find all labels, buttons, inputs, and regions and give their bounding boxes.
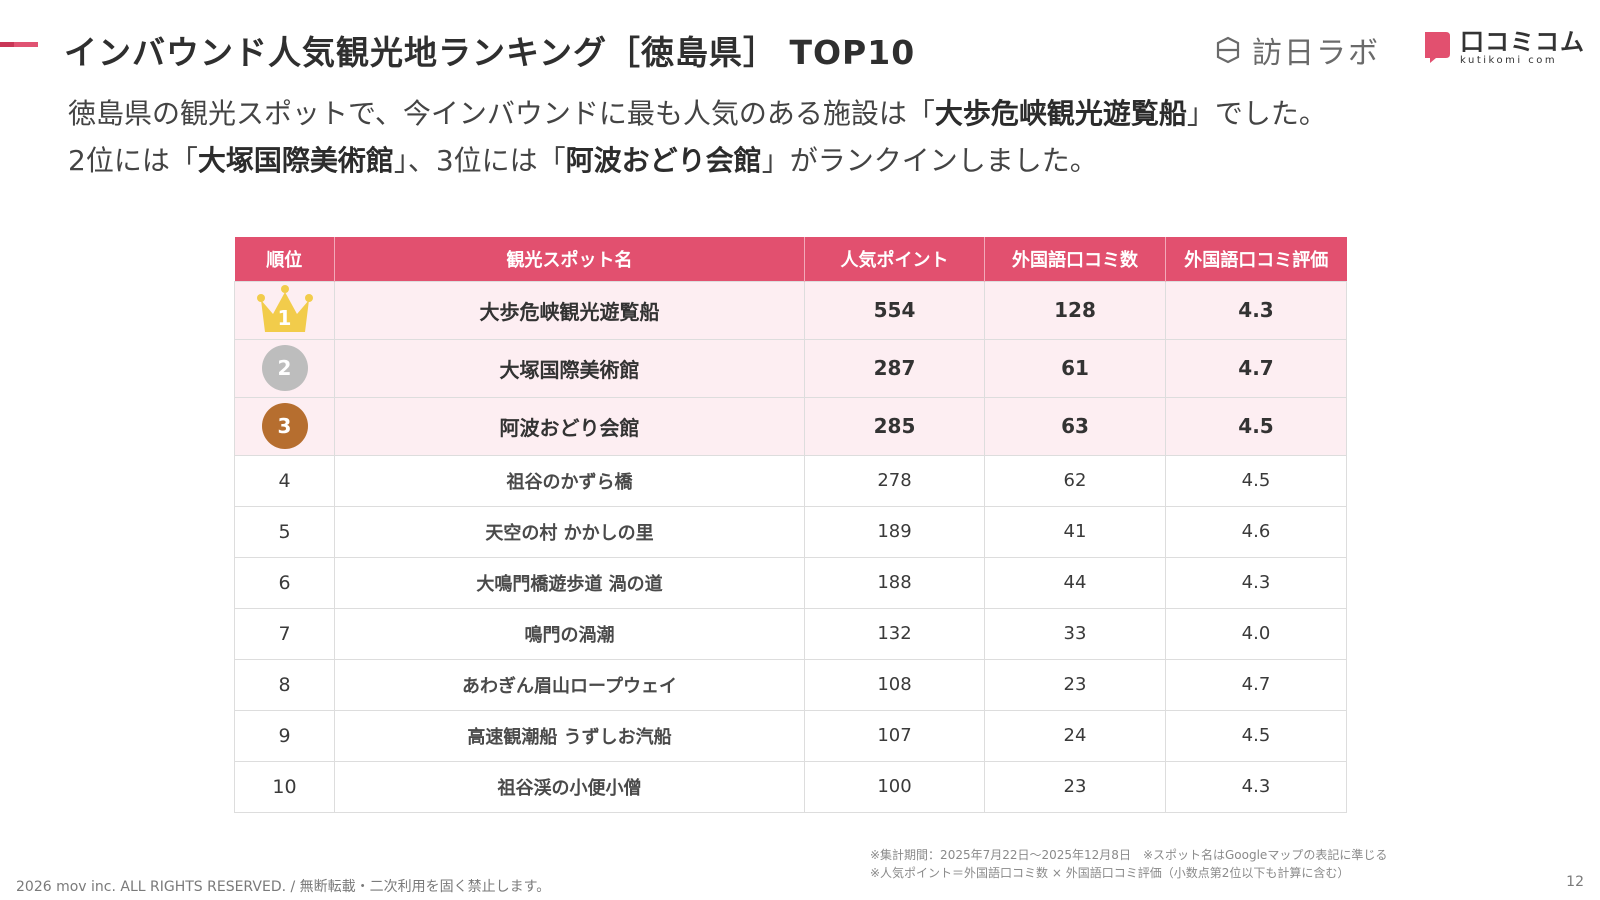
table-row: 4 祖谷のかずら橋 278 62 4.5	[234, 454, 1347, 507]
header-review-rating: 外国語口コミ評価	[1165, 237, 1347, 281]
table-row: 1 大歩危峡観光遊覧船 554 128 4.3	[234, 280, 1347, 340]
rank-cell: 1	[234, 280, 335, 340]
rank-cell: 9	[234, 709, 335, 762]
points: 108	[804, 658, 985, 711]
silver-medal-icon: 2	[261, 345, 308, 391]
kuchikomi-logo-icon	[1425, 32, 1450, 63]
page-number: 12	[1566, 874, 1584, 890]
review-count: 128	[984, 280, 1166, 340]
points: 278	[804, 454, 985, 507]
lead-line-2: 2位には「大塚国際美術館」、3位には「阿波おどり会館」がランクインしました。	[68, 144, 1098, 177]
table-row: 3 阿波おどり会館 285 63 4.5	[234, 396, 1347, 456]
points: 100	[804, 760, 985, 813]
rank-cell: 4	[234, 454, 335, 507]
review-rating: 4.0	[1165, 607, 1347, 660]
spot-name: 大歩危峡観光遊覧船	[334, 280, 805, 340]
points: 554	[804, 280, 985, 340]
title-accent-bar	[0, 42, 38, 47]
header-points: 人気ポイント	[804, 237, 985, 281]
crown-icon: 1	[253, 284, 317, 336]
points: 285	[804, 396, 985, 456]
review-rating: 4.3	[1165, 280, 1347, 340]
points: 132	[804, 607, 985, 660]
page-title: インバウンド人気観光地ランキング［徳島県］ TOP10	[64, 33, 916, 72]
lead-text: 徳島県の観光スポットで、今インバウンドに最も人気のある施設は「大歩危峡観光遊覧船…	[68, 90, 1327, 184]
lead-line-1: 徳島県の観光スポットで、今インバウンドに最も人気のある施設は「大歩危峡観光遊覧船…	[68, 97, 1327, 130]
footnote-formula: ※人気ポイント＝外国語口コミ数 × 外国語口コミ評価（小数点第2位以下も計算に含…	[870, 866, 1350, 880]
spot-name: 鳴門の渦潮	[334, 607, 805, 660]
houjitsu-logo-text: 訪日ラボ	[1252, 36, 1380, 71]
table-header-row: 順位 観光スポット名 人気ポイント 外国語口コミ数 外国語口コミ評価	[234, 237, 1347, 281]
table-row: 7 鳴門の渦潮 132 33 4.0	[234, 607, 1347, 660]
review-count: 63	[984, 396, 1166, 456]
review-rating: 4.5	[1165, 396, 1347, 456]
spot-name: 大鳴門橋遊歩道 渦の道	[334, 556, 805, 609]
points: 189	[804, 505, 985, 558]
review-count: 61	[984, 338, 1166, 398]
review-rating: 4.5	[1165, 454, 1347, 507]
points: 107	[804, 709, 985, 762]
review-count: 44	[984, 556, 1166, 609]
rank-cell: 5	[234, 505, 335, 558]
rank-cell: 10	[234, 760, 335, 813]
spot-name: 祖谷渓の小便小僧	[334, 760, 805, 813]
header-spot-name: 観光スポット名	[334, 237, 805, 281]
spot-name: 天空の村 かかしの里	[334, 505, 805, 558]
review-rating: 4.7	[1165, 338, 1347, 398]
ranking-table: 順位 観光スポット名 人気ポイント 外国語口コミ数 外国語口コミ評価 1 大	[234, 237, 1347, 813]
review-rating: 4.3	[1165, 760, 1347, 813]
review-count: 23	[984, 658, 1166, 711]
bronze-medal-icon: 3	[261, 403, 308, 449]
rank-cell: 2	[234, 338, 335, 398]
table-row: 10 祖谷渓の小便小僧 100 23 4.3	[234, 760, 1347, 813]
review-rating: 4.3	[1165, 556, 1347, 609]
footnotes: ※集計期間：2025年7月22日〜2025年12月8日 ※スポット名はGoogl…	[870, 846, 1387, 882]
review-count: 41	[984, 505, 1166, 558]
review-count: 23	[984, 760, 1166, 813]
spot-name: あわぎん眉山ロープウェイ	[334, 658, 805, 711]
kuchikomi-logo-subtext: kutikomi com	[1460, 55, 1558, 66]
table-row: 9 高速観潮船 うずしお汽船 107 24 4.5	[234, 709, 1347, 762]
lead-highlight-rank2: 大塚国際美術館	[197, 144, 394, 177]
review-rating: 4.5	[1165, 709, 1347, 762]
table-row: 2 大塚国際美術館 287 61 4.7	[234, 338, 1347, 398]
rank-cell: 6	[234, 556, 335, 609]
lead-highlight-rank1: 大歩危峡観光遊覧船	[934, 97, 1187, 130]
table-row: 8 あわぎん眉山ロープウェイ 108 23 4.7	[234, 658, 1347, 711]
points: 287	[804, 338, 985, 398]
lead-highlight-rank3: 阿波おどり会館	[565, 144, 762, 177]
copyright-text: 2026 mov inc. ALL RIGHTS RESERVED. / 無断転…	[16, 879, 551, 895]
houjitsu-logo-icon	[1216, 36, 1240, 64]
footnote-period: ※集計期間：2025年7月22日〜2025年12月8日 ※スポット名はGoogl…	[870, 848, 1388, 862]
kuchikomi-com-logo: 口コミコム kutikomi com	[1422, 30, 1585, 68]
review-rating: 4.7	[1165, 658, 1347, 711]
header-rank: 順位	[234, 237, 335, 281]
spot-name: 高速観潮船 うずしお汽船	[334, 709, 805, 762]
spot-name: 祖谷のかずら橋	[334, 454, 805, 507]
spot-name: 阿波おどり会館	[334, 396, 805, 456]
points: 188	[804, 556, 985, 609]
table-row: 6 大鳴門橋遊歩道 渦の道 188 44 4.3	[234, 556, 1347, 609]
rank-cell: 8	[234, 658, 335, 711]
rank-number: 1	[277, 306, 292, 330]
review-count: 62	[984, 454, 1166, 507]
houjitsu-lab-logo: 訪日ラボ	[1212, 28, 1380, 72]
header-review-count: 外国語口コミ数	[984, 237, 1166, 281]
kuchikomi-logo-text: 口コミコム	[1460, 28, 1585, 56]
rank-cell: 7	[234, 607, 335, 660]
review-count: 33	[984, 607, 1166, 660]
table-row: 5 天空の村 かかしの里 189 41 4.6	[234, 505, 1347, 558]
review-rating: 4.6	[1165, 505, 1347, 558]
review-count: 24	[984, 709, 1166, 762]
spot-name: 大塚国際美術館	[334, 338, 805, 398]
rank-cell: 3	[234, 396, 335, 456]
